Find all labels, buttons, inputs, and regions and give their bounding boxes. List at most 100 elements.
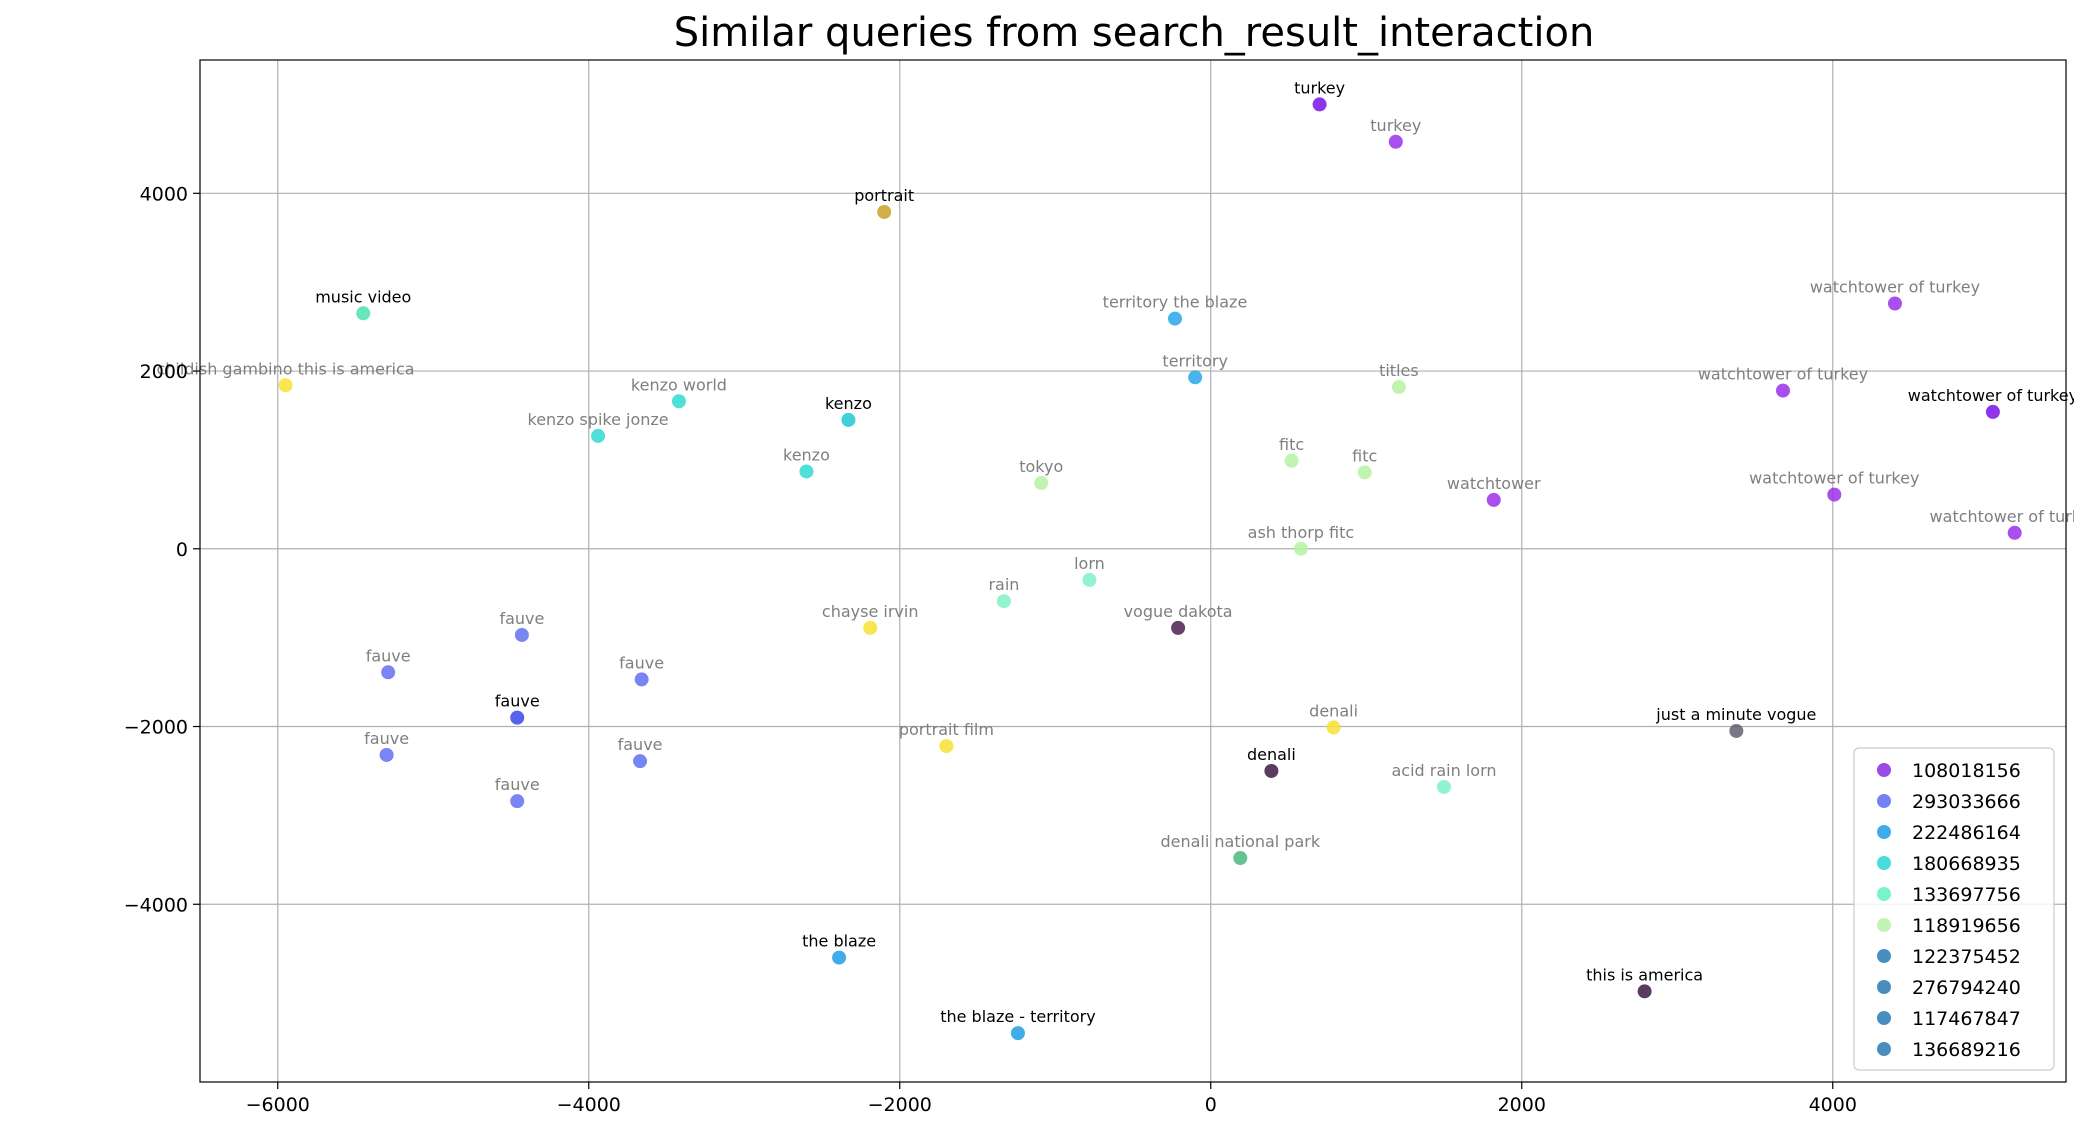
legend-marker: [1877, 856, 1891, 870]
legend-label: 276794240: [1912, 977, 2021, 999]
point-label: chayse irvin: [822, 602, 919, 621]
point-label: fauve: [618, 735, 663, 754]
point-label: territory the blaze: [1103, 293, 1248, 312]
data-point: [841, 412, 856, 427]
data-point: [1637, 984, 1652, 999]
grid: [200, 60, 2066, 1082]
legend-label: 118919656: [1912, 915, 2021, 937]
point-label: turkey: [1294, 78, 1345, 97]
point-label: fauve: [499, 609, 544, 628]
legend-marker: [1877, 825, 1891, 839]
data-point: [1167, 311, 1182, 326]
point-label: childish gambino this is america: [156, 359, 414, 378]
data-point: [2007, 525, 2022, 540]
chart-title: Similar queries from search_result_inter…: [674, 10, 1595, 56]
legend-label: 117467847: [1912, 1008, 2021, 1030]
plot-area-frame: [199, 59, 2067, 1083]
point-label: kenzo spike jonze: [528, 410, 669, 429]
data-point: [1827, 487, 1842, 502]
data-point: [591, 428, 606, 443]
data-point: [1437, 779, 1451, 794]
point-label: titles: [1379, 361, 1419, 380]
data-point: [939, 739, 954, 754]
data-point: [877, 204, 892, 219]
x-tick-label: −6000: [246, 1094, 310, 1116]
point-label: this is america: [1586, 965, 1703, 984]
point-label: territory: [1162, 351, 1228, 370]
point-label: music video: [315, 287, 411, 306]
y-tick-label: −4000: [124, 894, 188, 916]
data-point: [278, 378, 293, 393]
legend-label: 180668935: [1912, 853, 2021, 875]
data-point: [1312, 97, 1327, 112]
point-label: denali national park: [1160, 832, 1320, 851]
data-point: [1486, 492, 1501, 507]
point-label: watchtower of turkey: [1698, 365, 1868, 384]
point-label: just a minute vogue: [1655, 705, 1816, 724]
x-tick-label: 2000: [1498, 1094, 1546, 1116]
point-label: the blaze - territory: [940, 1007, 1095, 1026]
data-point: [510, 710, 525, 725]
data-point: [1326, 720, 1341, 735]
data-point: [1284, 453, 1299, 468]
point-label: denali: [1247, 745, 1296, 764]
legend-marker: [1877, 794, 1891, 808]
point-label: fauve: [495, 692, 540, 711]
data-point: [1357, 465, 1372, 480]
data-point: [1391, 380, 1406, 395]
data-point: [634, 672, 649, 687]
point-label: kenzo: [783, 445, 830, 464]
data-point: [1887, 296, 1902, 311]
point-label: watchtower of turkey: [1810, 278, 1980, 297]
data-point: [514, 627, 529, 642]
legend-marker: [1877, 918, 1891, 932]
point-label: the blaze: [802, 932, 876, 951]
point-label: watchtower: [1447, 474, 1541, 493]
data-point: [510, 794, 525, 809]
point-label: rain: [988, 575, 1019, 594]
data-point: [832, 950, 847, 965]
legend-label: 222486164: [1912, 822, 2021, 844]
point-label: fauve: [366, 646, 411, 665]
data-point: [996, 594, 1011, 609]
data-point: [1082, 572, 1097, 587]
point-label: kenzo: [825, 394, 872, 413]
data-point: [1171, 620, 1186, 635]
legend-marker: [1877, 763, 1891, 777]
point-label: acid rain lorn: [1391, 761, 1496, 780]
point-label: turkey: [1370, 116, 1421, 135]
point-labels: turkey turkey portrait music video childish …: [156, 78, 2074, 1026]
x-tick-label: 0: [1205, 1094, 1217, 1116]
point-label: kenzo world: [631, 375, 727, 394]
data-point: [863, 620, 878, 635]
point-label: watchtower of turkey: [1908, 386, 2074, 405]
legend-label: 108018156: [1912, 760, 2021, 782]
legend-label: 136689216: [1912, 1039, 2021, 1061]
point-label: ash thorp fitc: [1248, 523, 1355, 542]
y-tick-label: 4000: [140, 183, 188, 205]
data-points: [278, 97, 2022, 1041]
legend-label: 122375452: [1912, 946, 2021, 968]
data-point: [633, 754, 648, 769]
y-tick-label: 0: [176, 539, 188, 561]
point-label: watchtower of turkey: [1749, 469, 1919, 488]
point-label: fitc: [1352, 446, 1377, 465]
point-label: portrait: [854, 186, 914, 205]
data-point: [356, 306, 371, 321]
point-label: fitc: [1279, 435, 1304, 454]
axis-ticks: −6000 −4000 −2000 0 2000 4000 −4000 −2000 0 2000 4…: [124, 183, 1857, 1116]
legend-marker: [1877, 887, 1891, 901]
point-label: denali: [1309, 701, 1358, 720]
point-label: fauve: [619, 653, 664, 672]
y-tick-label: 2000: [140, 361, 188, 383]
point-label: tokyo: [1019, 457, 1063, 476]
data-point: [1188, 370, 1203, 385]
point-label: watchtower of turkey: [1930, 507, 2074, 526]
data-point: [799, 464, 814, 479]
legend: 108018156 293033666 222486164 180668935 1336…: [1853, 747, 2055, 1071]
x-tick-label: −2000: [868, 1094, 932, 1116]
legend-box: [1853, 747, 2055, 1071]
data-point: [1729, 723, 1744, 738]
data-point: [381, 665, 396, 680]
